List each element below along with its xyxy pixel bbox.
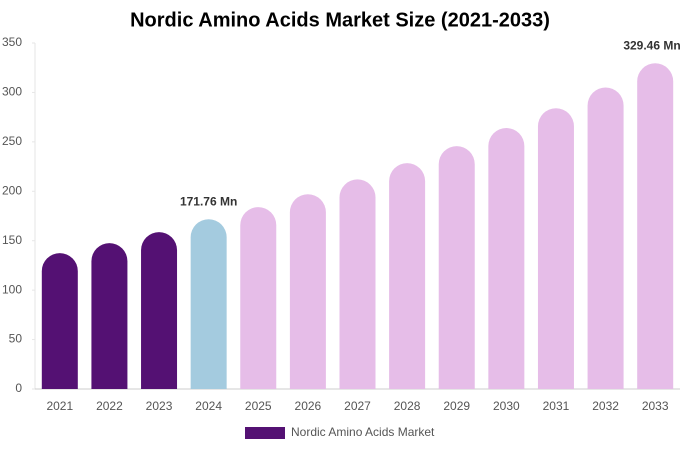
x-tick-label: 2029: [443, 399, 470, 413]
legend-swatch: [245, 427, 285, 439]
value-label: 171.76 Mn: [180, 194, 237, 208]
bar: [438, 146, 475, 389]
chart-title: Nordic Amino Acids Market Size (2021-203…: [130, 9, 550, 31]
x-tick-label: 2027: [344, 399, 371, 413]
y-tick-label: 300: [2, 85, 22, 99]
bar: [637, 63, 674, 389]
x-tick-label: 2021: [46, 399, 73, 413]
bar: [389, 163, 426, 389]
bar: [41, 253, 78, 389]
y-tick-label: 250: [2, 134, 22, 148]
bar: [488, 128, 525, 389]
x-tick-label: 2033: [642, 399, 669, 413]
bar: [587, 87, 624, 389]
bar: [339, 179, 376, 389]
bar: [190, 219, 227, 389]
bar: [91, 243, 128, 389]
x-tick-label: 2030: [493, 399, 520, 413]
bar: [289, 194, 326, 389]
bar: [141, 232, 178, 389]
x-tick-label: 2022: [96, 399, 123, 413]
y-tick-label: 350: [2, 35, 22, 49]
x-tick-label: 2032: [592, 399, 619, 413]
x-tick-label: 2026: [295, 399, 322, 413]
x-tick-label: 2024: [195, 399, 222, 413]
y-tick-label: 50: [9, 332, 23, 346]
bar: [537, 108, 574, 389]
y-tick-label: 100: [2, 282, 22, 296]
bar: [240, 207, 277, 389]
y-tick-label: 150: [2, 233, 22, 247]
y-tick-label: 0: [15, 381, 22, 395]
x-tick-label: 2023: [146, 399, 173, 413]
x-tick-label: 2031: [543, 399, 570, 413]
value-label: 329.46 Mn: [623, 38, 680, 52]
x-tick-label: 2025: [245, 399, 272, 413]
y-tick-label: 200: [2, 183, 22, 197]
x-tick-label: 2028: [394, 399, 421, 413]
legend-label: Nordic Amino Acids Market: [291, 425, 435, 439]
